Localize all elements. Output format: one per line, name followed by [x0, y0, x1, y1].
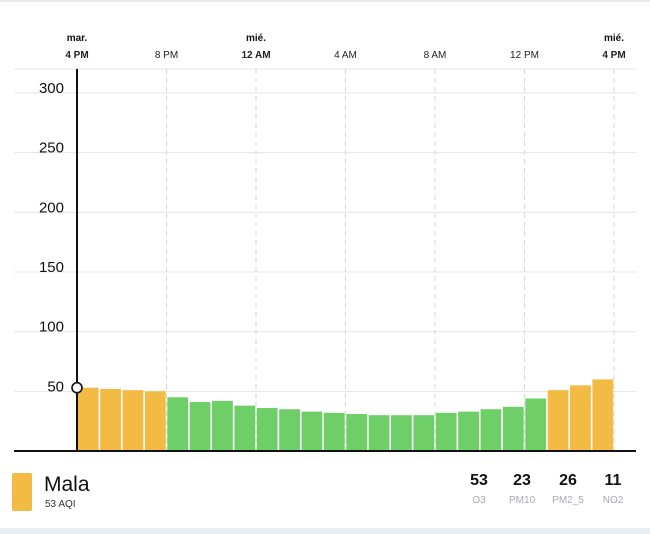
aqi-forecast-chart: 50 100 150 200 250 300 mar. 4 PM 8 PM mié. 12 AM 4 …	[14, 33, 636, 452]
aqi-bar	[391, 415, 412, 451]
x-tick-time-label: 4 PM	[602, 50, 625, 61]
aqi-bar	[458, 411, 479, 451]
aqi-bar	[189, 402, 211, 451]
x-tick-day-label: mié.	[604, 33, 624, 44]
aqi-bar	[167, 397, 189, 451]
aqi-bar	[122, 390, 144, 451]
status-color-swatch	[12, 473, 32, 511]
y-tick-label: 200	[39, 199, 64, 216]
aqi-bar	[256, 408, 278, 451]
pollutant-name: O3	[472, 495, 486, 506]
pollutant-no2[interactable]: 11 NO2	[600, 471, 626, 508]
pollutant-value: 23	[513, 472, 531, 489]
x-tick-time-label: 4 PM	[65, 50, 88, 61]
aqi-bar	[100, 388, 121, 451]
aqi-bar	[368, 415, 390, 451]
aqi-bar	[413, 415, 435, 451]
pollutant-pm10[interactable]: 23 PM10	[507, 471, 537, 508]
aqi-bar	[502, 406, 524, 451]
top-divider	[0, 0, 650, 2]
y-tick-label: 250	[39, 140, 64, 157]
aqi-bar	[547, 390, 569, 451]
pollutant-value: 26	[559, 472, 577, 489]
aqi-bar	[77, 387, 99, 451]
aqi-bar	[279, 409, 300, 451]
pollutant-value: 11	[604, 472, 622, 489]
y-tick-label: 300	[39, 80, 64, 97]
pollutant-pm2-5[interactable]: 26 PM2_5	[550, 471, 586, 508]
aqi-bar	[234, 405, 256, 451]
pollutant-name: PM2_5	[552, 495, 584, 506]
aqi-summary-footer: Mala 53 AQI 53 O3 23 PM10 26 PM2_5 11 NO…	[0, 462, 650, 522]
y-tick-label: 50	[47, 378, 64, 395]
pollutant-value: 53	[470, 472, 488, 489]
x-tick-day-label: mar.	[67, 33, 88, 44]
y-tick-label: 100	[39, 319, 64, 336]
aqi-bar	[301, 411, 323, 451]
x-tick-time-label: 12 AM	[241, 50, 270, 61]
aqi-bar	[212, 400, 233, 451]
current-value-marker	[71, 381, 83, 394]
x-tick-time-label: 12 PM	[510, 50, 539, 61]
pollutant-name: PM10	[508, 495, 536, 506]
x-tick-time-label: 4 AM	[334, 50, 357, 61]
aqi-bar	[323, 412, 345, 451]
aqi-bar	[346, 413, 368, 451]
y-tick-label: 150	[39, 259, 64, 276]
pollutant-name: NO2	[602, 495, 624, 506]
aqi-bar	[144, 391, 166, 451]
aqi-bar	[570, 385, 591, 451]
aqi-bar	[592, 379, 614, 451]
aqi-bar	[525, 398, 547, 451]
x-tick-time-label: 8 PM	[155, 50, 178, 61]
bottom-divider	[0, 528, 650, 534]
status-aqi-value: 53 AQI	[45, 499, 76, 510]
status-label: Mala	[44, 473, 90, 496]
x-tick-time-label: 8 AM	[424, 50, 447, 61]
x-tick-day-label: mié.	[246, 33, 266, 44]
aqi-bar	[480, 409, 502, 451]
aqi-bar	[435, 412, 457, 451]
pollutant-o3[interactable]: 53 O3	[466, 471, 492, 508]
